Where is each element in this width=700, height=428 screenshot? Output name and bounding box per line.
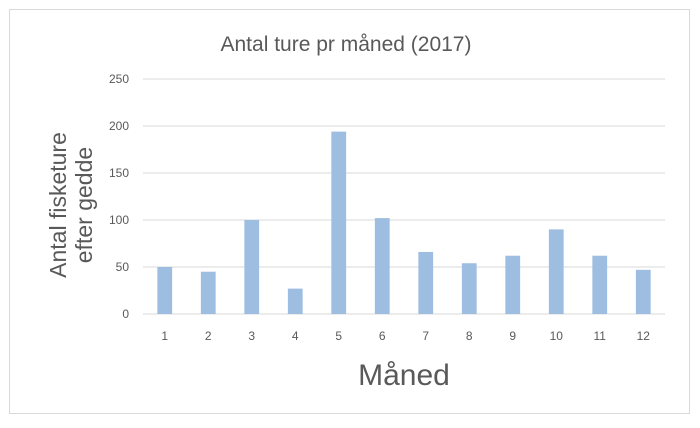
x-tick-label: 6	[379, 329, 386, 343]
bar-month-3	[244, 220, 260, 314]
bar-month-1	[157, 267, 173, 314]
bar-month-10	[548, 229, 564, 314]
x-tick-label: 12	[637, 329, 651, 343]
x-tick-label: 4	[292, 329, 299, 343]
y-tick-label: 0	[122, 307, 129, 321]
chart-frame	[9, 9, 690, 414]
bars	[157, 131, 651, 314]
y-tick-label: 50	[116, 260, 130, 274]
x-tick-label: 7	[422, 329, 429, 343]
x-tick-label: 5	[335, 329, 342, 343]
y-tick-label: 200	[109, 119, 129, 133]
y-tick-label: 100	[109, 213, 129, 227]
bar-month-8	[461, 263, 477, 314]
bar-month-12	[635, 269, 651, 314]
bar-month-9	[505, 255, 521, 314]
x-tick-label: 2	[205, 329, 212, 343]
y-axis-label-line-1: Antal fisketure	[45, 132, 71, 278]
x-tick-label: 9	[509, 329, 516, 343]
bar-month-4	[287, 288, 303, 314]
bar-month-6	[374, 218, 390, 314]
x-tick-label: 10	[550, 329, 564, 343]
x-axis-label: Måned	[358, 359, 450, 392]
y-axis-label-line-2: efter gedde	[71, 147, 97, 263]
x-tick-label: 11	[594, 329, 607, 343]
bar-month-7	[418, 251, 434, 314]
x-tick-label: 8	[466, 329, 473, 343]
bar-month-2	[200, 271, 216, 314]
bar-month-5	[331, 131, 347, 314]
bar-month-11	[592, 255, 608, 314]
x-tick-labels: 1 2 3 4 5 6 7 8 9 10 11 12	[161, 329, 650, 343]
y-tick-labels: 0 50 100 150 200 250	[109, 72, 129, 321]
x-tick-label: 1	[161, 329, 168, 343]
y-tick-label: 150	[109, 166, 129, 180]
gridlines	[143, 78, 665, 315]
x-tick-label: 3	[248, 329, 255, 343]
y-tick-label: 250	[109, 72, 129, 86]
chart-title: Antal ture pr måned (2017)	[221, 33, 472, 56]
